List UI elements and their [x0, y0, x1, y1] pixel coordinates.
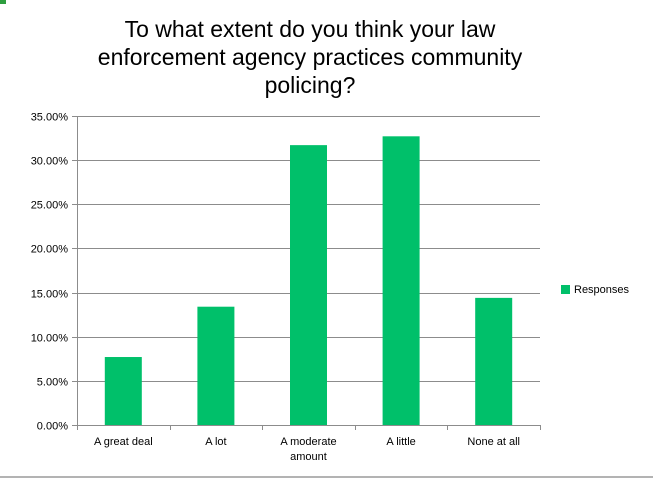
- y-tick-label: 0.00%: [37, 421, 68, 433]
- y-tick-label: 35.00%: [31, 112, 69, 124]
- chart-title-line-3: policing?: [265, 72, 356, 98]
- x-tick-label: A great deal: [94, 436, 153, 448]
- chart-title: To what extent do you think your law enf…: [98, 16, 523, 98]
- y-tick-label: 5.00%: [37, 377, 68, 389]
- bar: [290, 145, 327, 426]
- legend-swatch-responses: [561, 285, 570, 294]
- bar: [475, 297, 513, 425]
- x-tick-label: amount: [290, 451, 327, 463]
- bars: [104, 136, 513, 426]
- y-tick-label: 15.00%: [31, 289, 69, 301]
- bar: [104, 357, 142, 425]
- chart-title-line-1: To what extent do you think your law: [125, 16, 496, 42]
- bar: [382, 136, 420, 425]
- x-tick-label: A little: [386, 436, 415, 448]
- x-tick-label: None at all: [467, 436, 520, 448]
- legend: Responses: [561, 284, 630, 296]
- y-tick-label: 10.00%: [31, 333, 69, 345]
- x-tick-label: A moderate: [280, 436, 336, 448]
- y-tick-label: 20.00%: [31, 244, 69, 256]
- bar: [197, 306, 235, 425]
- y-tick-label: 25.00%: [31, 200, 69, 212]
- legend-label-responses: Responses: [574, 284, 630, 296]
- x-tick-label: A lot: [205, 436, 226, 448]
- y-axis-tick-labels: 0.00% 5.00% 10.00% 15.00% 20.00% 25.00% 30.00%…: [31, 112, 69, 433]
- x-axis-tick-labels: A great deal A lot A moderate amount A littl…: [94, 436, 520, 463]
- x-axis: [77, 425, 541, 430]
- chart-title-line-2: enforcement agency practices community: [98, 44, 523, 70]
- y-tick-label: 30.00%: [31, 156, 69, 168]
- corner-mark: [0, 0, 6, 4]
